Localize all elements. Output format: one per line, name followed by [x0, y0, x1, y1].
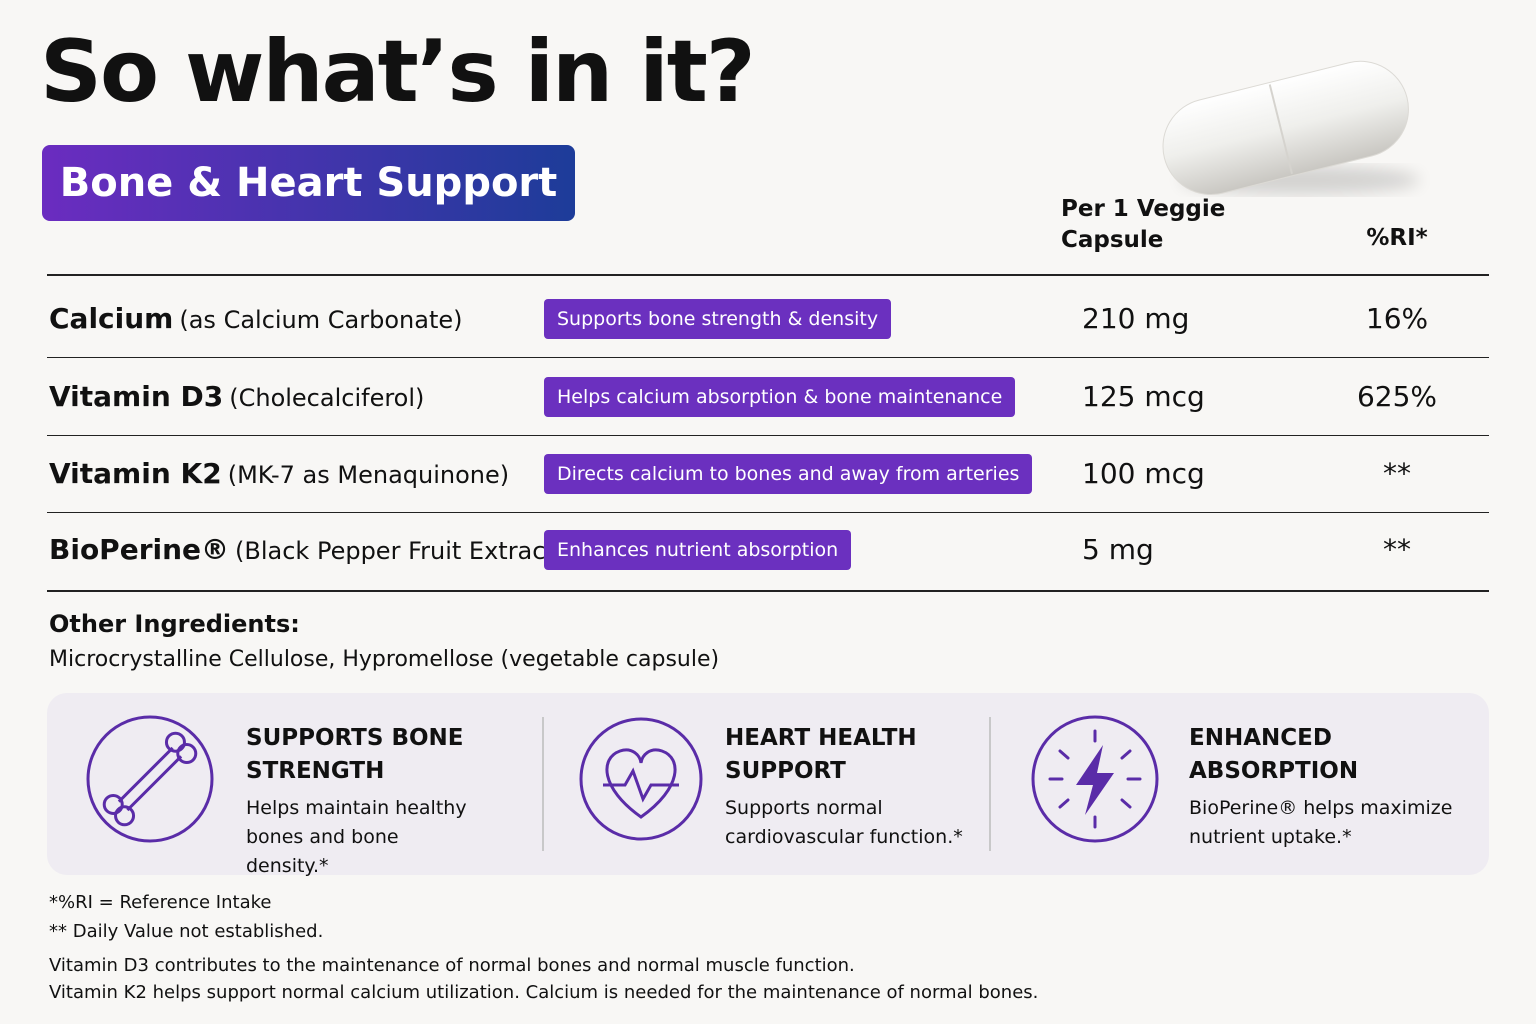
badge: Bone & Heart Support	[42, 145, 575, 221]
ri-value: 625%	[1356, 380, 1438, 413]
benefit-pill: Supports bone strength & density	[544, 299, 892, 339]
amount: 210 mg	[1082, 302, 1190, 335]
ingredient: BioPerine®	[49, 533, 230, 566]
feature-title: SUPPORTS BONE STRENGTH	[246, 725, 464, 784]
table-rule	[47, 435, 1489, 436]
column-header: %RI*	[1366, 225, 1428, 251]
table-rule	[47, 590, 1489, 592]
ingredient-detail: (MK-7 as Menaquinone)	[227, 461, 510, 489]
table-rule	[47, 512, 1489, 513]
title: So what’s in it?	[40, 22, 756, 122]
feature-title: HEART HEALTH SUPPORT	[725, 725, 917, 784]
ingredient-detail: (Cholecalciferol)	[229, 384, 425, 412]
table-row: Vitamin K2 (MK-7 as Menaquinone) Directs c…	[0, 436, 1536, 512]
footnote: Vitamin K2 helps support normal calcium …	[49, 982, 1039, 1003]
footnote: Vitamin D3 contributes to the maintenanc…	[49, 955, 855, 976]
ingredient: Vitamin D3	[49, 380, 224, 413]
benefit-pill: Enhances nutrient absorption	[544, 530, 852, 570]
table-row: Vitamin D3 (Cholecalciferol) Helps calcium…	[0, 359, 1536, 435]
footnote: *%RI = Reference Intake	[49, 892, 272, 913]
feature-panel	[47, 693, 1489, 875]
table-rule	[47, 274, 1489, 276]
table-row: BioPerine® (Black Pepper Fruit Extract) En…	[0, 512, 1536, 588]
feature-text: Helps maintain healthy bones and bone de…	[246, 797, 467, 877]
footnote: ** Daily Value not established.	[49, 921, 324, 942]
ingredient: Calcium	[49, 302, 174, 335]
benefit-pill: Helps calcium absorption & bone maintena…	[544, 377, 1016, 417]
feature-text: Supports normal cardiovascular function.…	[725, 797, 963, 848]
amount: 5 mg	[1082, 533, 1154, 566]
ingredient-name: Calcium (as Calcium Carbonate)	[49, 281, 462, 357]
ingredient-detail: (Black Pepper Fruit Extract)	[235, 537, 565, 565]
ri-value: 16%	[1365, 302, 1429, 335]
ingredient-name: Vitamin K2 (MK-7 as Menaquinone)	[49, 436, 509, 512]
ingredient-name: BioPerine® (Black Pepper Fruit Extract)	[49, 512, 564, 588]
feature-icons	[86, 715, 1159, 851]
feature-title: ENHANCED ABSORPTION	[1189, 725, 1359, 784]
table-rule	[47, 357, 1489, 358]
amount: 100 mcg	[1082, 457, 1205, 490]
ri-value: **	[1383, 533, 1411, 566]
amount: 125 mcg	[1082, 380, 1205, 413]
feature-text: BioPerine® helps maximize nutrient uptak…	[1189, 797, 1453, 848]
other-ingredients-text: Microcrystalline Cellulose, Hypromellose…	[49, 647, 720, 672]
ingredient-detail: (as Calcium Carbonate)	[179, 306, 463, 334]
ingredient-name: Vitamin D3 (Cholecalciferol)	[49, 359, 424, 435]
column-header: Per 1 Veggie Capsule	[1061, 196, 1226, 253]
table-row: Calcium (as Calcium Carbonate) Supports bo…	[0, 281, 1536, 357]
other-ingredients-label: Other Ingredients:	[49, 610, 300, 638]
benefit-pill: Directs calcium to bones and away from a…	[544, 454, 1033, 494]
ingredient: Vitamin K2	[49, 457, 222, 490]
ri-value: **	[1383, 457, 1411, 490]
capsule-image	[1162, 60, 1420, 196]
